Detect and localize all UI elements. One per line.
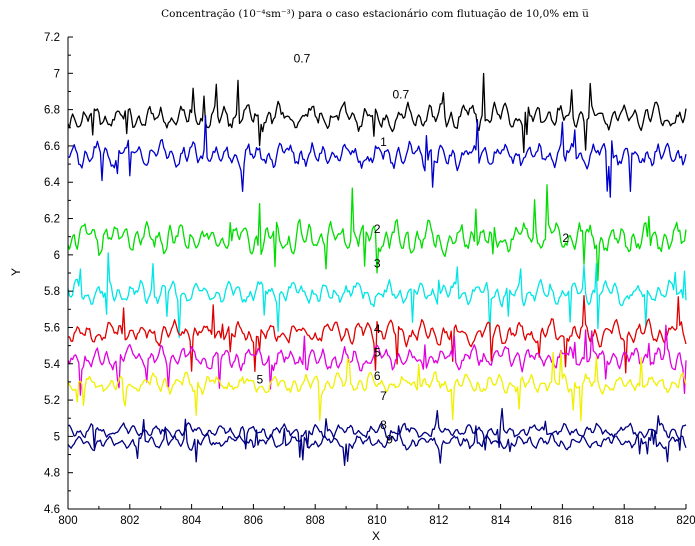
y-axis-label: Y — [9, 268, 23, 276]
x-tick-label: 802 — [120, 515, 139, 527]
line-label: 7 — [380, 389, 387, 403]
series-line-0-7 — [67, 72, 687, 154]
chart-title: Concentração (10⁻⁴sm⁻³) para o caso esta… — [161, 8, 589, 20]
y-tick-label: 4.6 — [44, 504, 60, 516]
x-tick-label: 810 — [367, 515, 386, 527]
line-labels: 0.7 0.7 1 2 2 3 4 5 5 6 7 89 — [256, 51, 569, 446]
x-tick-label: 804 — [182, 515, 202, 527]
y-tick-label: 6.2 — [44, 214, 60, 226]
series-line-7 — [67, 407, 687, 458]
y-tick-label: 5.2 — [44, 395, 60, 407]
line-label: 6 — [374, 369, 381, 383]
y-tick-label: 6.4 — [44, 177, 61, 189]
series-line-5 — [67, 324, 687, 396]
x-tick-label: 818 — [615, 515, 634, 527]
plot-area: 0.7 0.7 1 2 2 3 4 5 5 6 7 89 — [67, 51, 687, 466]
series-line-8 — [67, 418, 687, 466]
line-label: 0.7 — [392, 88, 409, 102]
y-tick-label: 5 — [54, 431, 60, 443]
series-line-2 — [67, 184, 687, 281]
y-tick-label: 7.2 — [44, 32, 60, 44]
y-tick-label: 4.8 — [44, 468, 60, 480]
line-label: 2 — [562, 231, 569, 245]
series-line-4 — [67, 294, 687, 374]
x-tick-label: 816 — [553, 515, 572, 527]
y-tick-label: 5.8 — [44, 286, 60, 298]
y-tick-label: 7 — [54, 68, 60, 80]
y-tick-label: 5.4 — [44, 359, 61, 371]
line-label: 1 — [380, 135, 387, 149]
line-label: 5 — [374, 346, 381, 360]
y-tick-label: 5.6 — [44, 322, 60, 334]
line-label: 9 — [386, 433, 393, 447]
y-tick-label: 6.6 — [44, 141, 60, 153]
series-lines — [67, 72, 687, 466]
x-tick-label: 806 — [244, 515, 263, 527]
x-tick-label: 800 — [58, 515, 77, 527]
line-label: 5 — [256, 373, 263, 387]
y-tick-label: 6 — [54, 250, 60, 262]
series-line-1 — [67, 115, 687, 198]
line-label: 4 — [374, 322, 381, 336]
x-tick-label: 814 — [491, 515, 511, 527]
axes — [67, 36, 687, 510]
y-tick-labels: 4.6 4.8 5 5.2 5.4 5.6 5.8 6 6.2 6.4 6.6 6.8 7 7.2 — [44, 32, 61, 516]
x-tick-labels: 800 802 804 806 808 810 812 814 816 818 820 — [58, 515, 695, 527]
line-label: 8 — [380, 418, 387, 432]
x-tick-label: 820 — [676, 515, 695, 527]
line-label: 0.7 — [294, 51, 311, 65]
line-label: 2 — [374, 222, 381, 236]
series-line-6 — [67, 350, 687, 422]
line-label: 3 — [374, 257, 381, 271]
y-tick-label: 6.8 — [44, 105, 60, 117]
series-line-3 — [67, 252, 687, 338]
x-axis-label: X — [372, 529, 380, 543]
x-tick-label: 812 — [429, 515, 448, 527]
x-tick-label: 808 — [306, 515, 325, 527]
